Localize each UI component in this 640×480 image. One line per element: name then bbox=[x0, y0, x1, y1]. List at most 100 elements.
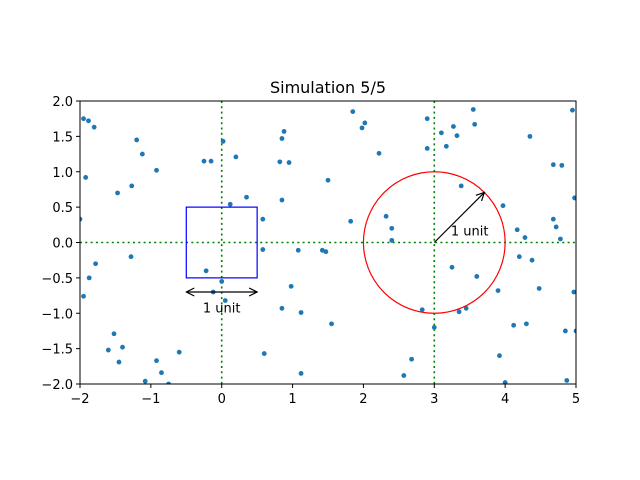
data-point bbox=[120, 344, 125, 350]
data-point bbox=[562, 328, 568, 334]
data-point bbox=[159, 370, 164, 376]
data-point bbox=[325, 177, 331, 183]
x-tick-label: −2 bbox=[70, 392, 89, 407]
data-point bbox=[495, 288, 501, 294]
data-point bbox=[536, 286, 542, 291]
data-point bbox=[472, 121, 478, 127]
data-point bbox=[154, 358, 159, 364]
y-tick-label: 0.0 bbox=[52, 237, 73, 252]
data-point bbox=[451, 124, 456, 129]
y-tick-label: 1.0 bbox=[52, 166, 73, 181]
data-point bbox=[348, 218, 354, 224]
data-point bbox=[298, 370, 304, 376]
data-point bbox=[409, 356, 415, 362]
data-point bbox=[431, 325, 437, 330]
data-point bbox=[81, 116, 86, 122]
data-point bbox=[511, 322, 517, 328]
data-point bbox=[350, 109, 356, 115]
chart-title: Simulation 5/5 bbox=[270, 78, 386, 97]
data-point bbox=[443, 143, 449, 149]
data-point bbox=[279, 136, 285, 141]
x-tick-label: 2 bbox=[359, 392, 367, 407]
data-point bbox=[176, 349, 182, 355]
annotation-layer: 1 unit 1 unit bbox=[186, 192, 489, 317]
y-tick-label: −2.0 bbox=[41, 378, 73, 393]
radius-arrow bbox=[433, 192, 484, 243]
data-point bbox=[128, 254, 134, 260]
data-point bbox=[281, 129, 287, 134]
data-point bbox=[86, 118, 91, 124]
data-point bbox=[389, 225, 395, 231]
unit-circle bbox=[362, 171, 506, 314]
data-point bbox=[139, 151, 145, 157]
data-point bbox=[456, 309, 462, 315]
data-point bbox=[572, 195, 576, 201]
data-point bbox=[559, 162, 565, 168]
data-point bbox=[573, 328, 576, 334]
data-point bbox=[376, 150, 382, 156]
data-point bbox=[93, 261, 98, 267]
data-point bbox=[383, 213, 389, 219]
x-tick-label: 0 bbox=[218, 392, 226, 407]
data-point bbox=[244, 194, 249, 200]
data-point bbox=[529, 257, 535, 263]
x-tick-label: 4 bbox=[501, 392, 509, 407]
data-point bbox=[201, 158, 207, 164]
data-point bbox=[115, 190, 120, 196]
y-tick-label: −1.0 bbox=[41, 307, 73, 322]
data-point bbox=[227, 201, 233, 207]
data-point bbox=[298, 310, 304, 315]
data-point bbox=[260, 216, 266, 222]
square-width-label: 1 unit bbox=[203, 302, 241, 317]
data-point bbox=[424, 146, 430, 151]
data-point bbox=[438, 130, 444, 136]
data-point bbox=[233, 154, 239, 160]
data-point bbox=[550, 216, 556, 222]
data-point bbox=[83, 175, 89, 180]
data-point bbox=[116, 359, 122, 365]
data-point bbox=[134, 137, 140, 143]
data-point bbox=[277, 159, 283, 165]
data-point bbox=[166, 381, 171, 384]
x-tick-label: 5 bbox=[572, 392, 580, 407]
data-point bbox=[571, 289, 576, 295]
y-tick-label: 0.5 bbox=[52, 201, 73, 216]
data-point bbox=[522, 235, 528, 240]
data-point bbox=[570, 107, 575, 113]
data-point bbox=[458, 183, 464, 189]
data-point bbox=[474, 274, 480, 279]
data-point bbox=[323, 249, 329, 255]
data-point bbox=[142, 378, 148, 384]
data-point bbox=[524, 321, 529, 327]
data-point bbox=[553, 224, 559, 230]
data-point bbox=[401, 373, 407, 378]
data-point bbox=[91, 124, 97, 130]
data-point bbox=[260, 247, 266, 252]
data-point bbox=[329, 321, 334, 327]
y-tick-label: 1.5 bbox=[52, 130, 73, 145]
data-point bbox=[449, 264, 455, 270]
plot-area bbox=[80, 101, 576, 384]
data-point bbox=[359, 125, 365, 131]
data-point bbox=[295, 247, 301, 253]
data-point bbox=[208, 158, 214, 164]
x-tick-label: 3 bbox=[430, 392, 438, 407]
data-point bbox=[424, 116, 430, 122]
data-point bbox=[286, 160, 292, 165]
data-point bbox=[261, 351, 267, 356]
data-point bbox=[516, 254, 522, 260]
data-point bbox=[111, 331, 117, 337]
data-point bbox=[454, 133, 460, 139]
data-point bbox=[564, 378, 570, 383]
axes: −2 −1 0 1 2 3 4 5 −2.0 −1.5 −1.0 −0.5 0.0 0.5 1.0 1.5 2.… bbox=[41, 95, 580, 407]
data-point bbox=[105, 347, 111, 353]
data-point bbox=[558, 236, 563, 242]
data-point bbox=[527, 133, 533, 139]
data-point bbox=[80, 216, 83, 222]
data-point bbox=[203, 268, 209, 274]
data-point bbox=[154, 167, 159, 173]
x-tick-label: 1 bbox=[288, 392, 296, 407]
data-point bbox=[419, 307, 425, 313]
data-point bbox=[222, 298, 228, 303]
data-point bbox=[81, 293, 86, 299]
